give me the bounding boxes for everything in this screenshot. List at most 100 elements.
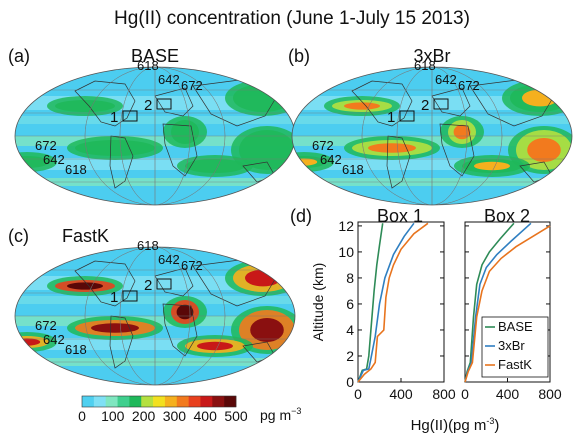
colorbar-unit: pg m−3 xyxy=(260,406,301,423)
profile-x-tick-label: 800 xyxy=(432,386,456,402)
profile-y-tick-label: 0 xyxy=(346,374,354,390)
contour-label: 672 xyxy=(458,78,480,93)
map-field xyxy=(15,67,295,205)
map-outline xyxy=(291,66,573,206)
map-blob-core xyxy=(527,138,561,162)
map-blob-core xyxy=(176,304,194,320)
contour-label: 642 xyxy=(320,152,342,167)
colorbar-segment xyxy=(105,396,118,407)
colorbar-frame xyxy=(81,395,237,408)
colorbar-tick-label: 300 xyxy=(163,408,187,424)
map-blob-core xyxy=(453,124,471,140)
map-coastline xyxy=(439,123,475,177)
map-outline xyxy=(14,246,296,386)
panel-d-label: (d) xyxy=(290,206,312,226)
colorbar-segment xyxy=(176,396,189,407)
map-coastline xyxy=(109,315,134,369)
profile-x-tick-label: 400 xyxy=(389,386,413,402)
profile-plots: 0 2 4 6 8 10 12 0 400 800 0 400 800 BASE 3xBr FastK xyxy=(338,218,561,402)
box2-outline xyxy=(433,98,449,110)
colorbar-segment xyxy=(224,396,237,407)
profile-y-tick-label: 12 xyxy=(338,218,354,234)
colorbar-segment xyxy=(141,396,154,407)
panel-b-label: (b) xyxy=(288,46,310,66)
colorbar-segment xyxy=(188,396,201,407)
profile-box1-title: Box 1 xyxy=(377,206,423,226)
box2-outline xyxy=(156,278,172,290)
colorbar-segment xyxy=(153,396,166,407)
panel-c-title: FastK xyxy=(62,226,109,246)
profile-line-fastk xyxy=(357,222,429,383)
colorbar-tick-label: 100 xyxy=(101,408,125,424)
legend-label: 3xBr xyxy=(498,338,525,353)
contour-label: 642 xyxy=(43,332,65,347)
profile-y-tick-label: 8 xyxy=(346,270,354,286)
profile-xlabel: Hg(II)(pg m-3) xyxy=(411,416,500,433)
map-blob-core xyxy=(344,102,380,110)
contour-label: 642 xyxy=(435,72,457,87)
contour-label: 672 xyxy=(181,258,203,273)
map-field xyxy=(15,247,295,385)
profile-line-fastk xyxy=(464,225,551,383)
box2-outline xyxy=(156,98,172,110)
contour-label: 618 xyxy=(65,162,87,177)
profile-ylabel: Altitude (km) xyxy=(310,263,326,342)
contour-label: 672 xyxy=(181,78,203,93)
contour-label: 618 xyxy=(137,58,159,73)
map-blob-core xyxy=(474,161,510,171)
profile-box2-title: Box 2 xyxy=(484,206,530,226)
panel-a-label: (a) xyxy=(8,46,30,66)
legend-label: FastK xyxy=(498,357,532,372)
map-coastline xyxy=(386,135,411,189)
box1-label: 1 xyxy=(387,109,395,126)
figure-title: Hg(II) concentration (June 1-July 15 201… xyxy=(114,8,470,29)
map-blob-core xyxy=(91,323,139,333)
colorbar-tick-label: 0 xyxy=(78,408,86,424)
profile-x-tick-label: 400 xyxy=(496,386,520,402)
box1-label: 1 xyxy=(110,289,118,306)
map-blob-mid xyxy=(185,159,245,173)
map-blob-mid xyxy=(75,140,155,156)
colorbar-segment xyxy=(117,396,130,407)
map-blob-mid xyxy=(233,84,293,112)
map-coastline xyxy=(109,135,134,189)
colorbar: 0 100 200 300 400 500 xyxy=(78,395,248,424)
panel-c-label: (c) xyxy=(8,226,29,246)
profile-x-tick-label: 0 xyxy=(354,386,362,402)
contour-label: 672 xyxy=(35,318,57,333)
colorbar-segment xyxy=(212,396,225,407)
contour-label: 618 xyxy=(137,238,159,253)
map-blob-mid xyxy=(55,100,115,112)
map-coastline xyxy=(162,123,198,177)
colorbar-segment xyxy=(129,396,142,407)
box2-label: 2 xyxy=(144,97,152,114)
map-coastline xyxy=(351,80,413,127)
map-blob-core xyxy=(250,318,284,342)
map-coastline xyxy=(74,80,136,127)
box1-outline xyxy=(122,290,138,302)
colorbar-tick-label: 400 xyxy=(194,408,218,424)
map-coastline xyxy=(74,260,136,307)
map-blob-mid xyxy=(171,120,199,144)
colorbar-segment xyxy=(164,396,178,407)
map-blob-core xyxy=(197,341,233,351)
profile-line-3xbr xyxy=(357,222,415,383)
box1-outline xyxy=(399,110,415,122)
contour-label: 618 xyxy=(342,162,364,177)
contour-label: 642 xyxy=(158,252,180,267)
colorbar-segment xyxy=(200,396,213,407)
box2-label: 2 xyxy=(144,277,152,294)
contour-label: 642 xyxy=(43,152,65,167)
profile-y-tick-label: 10 xyxy=(338,244,354,260)
map-blob-core xyxy=(368,143,416,153)
contour-label: 618 xyxy=(65,342,87,357)
panel-b-title: 3xBr xyxy=(413,46,450,66)
box1-label: 1 xyxy=(110,109,118,126)
legend-label: BASE xyxy=(498,319,533,334)
colorbar-tick-label: 500 xyxy=(224,408,248,424)
contour-label: 672 xyxy=(312,138,334,153)
map-blob-mid xyxy=(239,130,295,170)
map-blob-core xyxy=(67,282,103,290)
